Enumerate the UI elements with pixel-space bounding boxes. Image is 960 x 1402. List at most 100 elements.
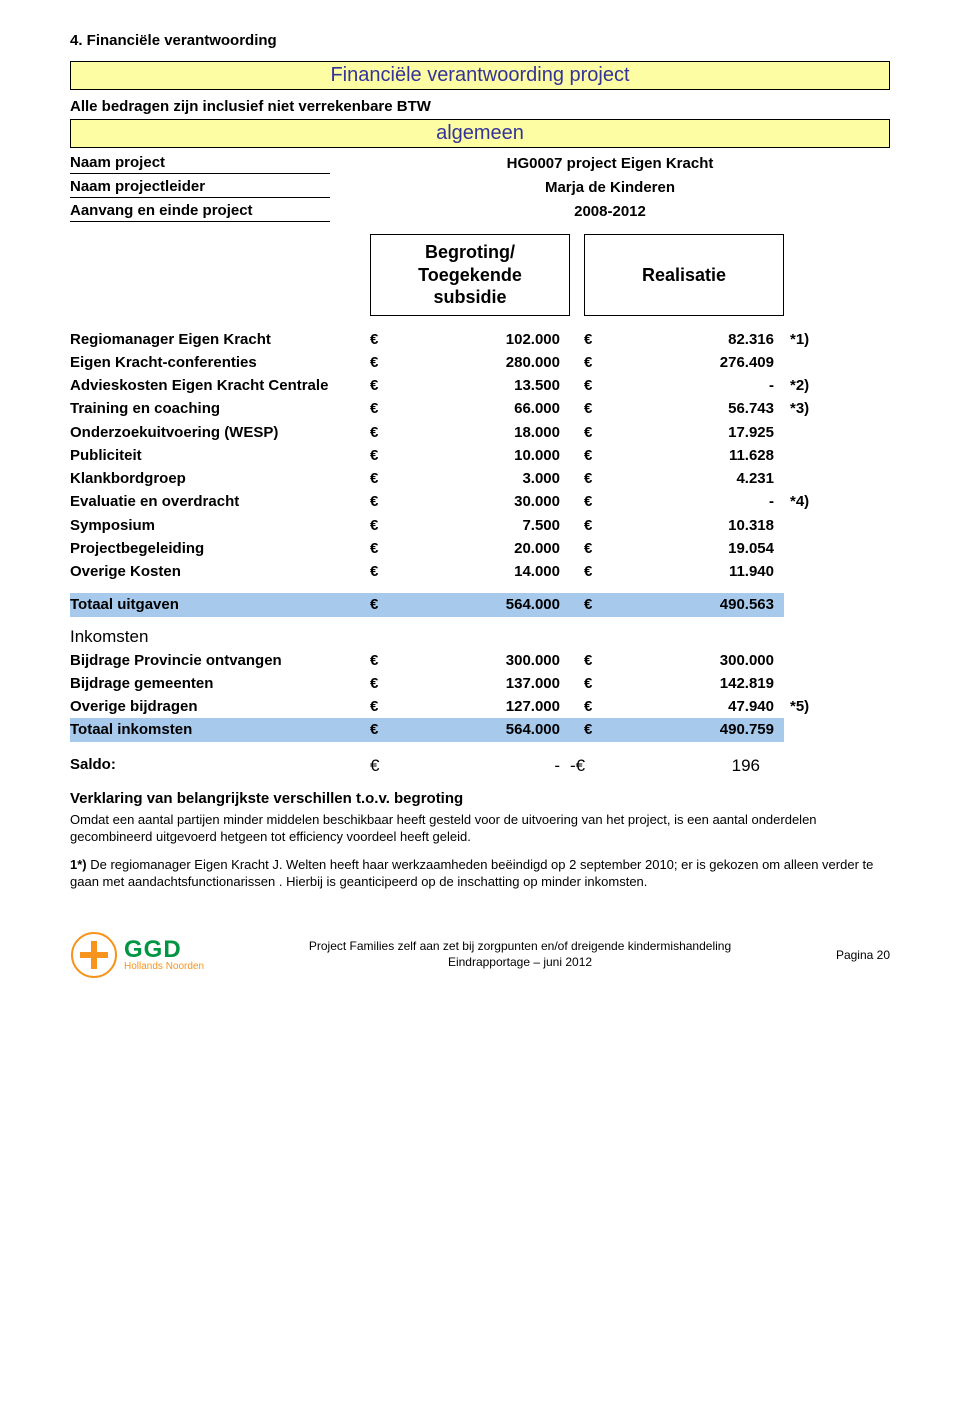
table-row: Eigen Kracht-conferenties€280.000€276.40…	[70, 351, 890, 374]
table-row: Bijdrage Provincie ontvangen€300.000€300…	[70, 649, 890, 672]
meta-label: Naam project	[70, 154, 330, 174]
currency-symbol: €	[584, 560, 604, 583]
row-gap	[570, 695, 584, 718]
saldo-row: Saldo: € - -€ 196	[70, 756, 890, 776]
ggd-region: Hollands Noorden	[124, 962, 204, 972]
table-row: Publiciteit€10.000€11.628	[70, 444, 890, 467]
page: 4. Financiële verantwoording Financiële …	[0, 0, 960, 921]
row-begroting: 137.000	[390, 672, 570, 695]
currency-symbol: €	[370, 756, 390, 776]
row-realisatie: 17.925	[604, 421, 784, 444]
row-gap	[570, 328, 584, 351]
row-gap	[570, 444, 584, 467]
currency-symbol: €	[370, 467, 390, 490]
row-label: Bijdrage Provincie ontvangen	[70, 649, 370, 672]
footer-left: GGD Hollands Noorden	[70, 931, 204, 979]
currency-symbol: €	[584, 695, 604, 718]
row-label: Bijdrage gemeenten	[70, 672, 370, 695]
banner-algemeen: algemeen	[70, 119, 890, 148]
currency-symbol: €	[584, 672, 604, 695]
currency-symbol: €	[584, 374, 604, 397]
row-note	[784, 444, 824, 467]
currency-symbol: €	[584, 649, 604, 672]
currency-symbol: €	[584, 490, 604, 513]
row-begroting: 564.000	[390, 718, 570, 741]
currency-symbol: €	[370, 593, 390, 616]
meta-label: Aanvang en einde project	[70, 202, 330, 222]
row-note	[784, 514, 824, 537]
row-gap	[570, 421, 584, 444]
row-begroting: 127.000	[390, 695, 570, 718]
meta-row: Aanvang en einde project 2008-2012	[70, 202, 890, 222]
row-gap	[570, 593, 584, 616]
row-note	[784, 649, 824, 672]
row-label: Eigen Kracht-conferenties	[70, 351, 370, 374]
table-row: Overige Kosten€14.000€11.940	[70, 560, 890, 583]
table-row: Symposium€7.500€10.318	[70, 514, 890, 537]
row-realisatie: 11.940	[604, 560, 784, 583]
row-note: *5)	[784, 695, 824, 718]
row-label: Publiciteit	[70, 444, 370, 467]
header-spacer	[70, 234, 370, 316]
row-gap	[570, 560, 584, 583]
table-row: Regiomanager Eigen Kracht€102.000€82.316…	[70, 328, 890, 351]
meta-row: Naam projectleider Marja de Kinderen	[70, 178, 890, 198]
row-begroting: 102.000	[390, 328, 570, 351]
footer-line2: Eindrapportage – juni 2012	[212, 955, 828, 971]
currency-symbol: €	[584, 514, 604, 537]
row-note	[784, 421, 824, 444]
currency-symbol: €	[370, 374, 390, 397]
table-row: Klankbordgroep€3.000€4.231	[70, 467, 890, 490]
table-row: Advieskosten Eigen Kracht Centrale€13.50…	[70, 374, 890, 397]
footer-page-number: Pagina 20	[836, 948, 890, 962]
meta-row: Naam project HG0007 project Eigen Kracht	[70, 154, 890, 174]
inkomsten-title: Inkomsten	[70, 627, 890, 647]
row-gap	[570, 672, 584, 695]
row-label: Symposium	[70, 514, 370, 537]
row-begroting: 14.000	[390, 560, 570, 583]
currency-symbol: €	[370, 444, 390, 467]
row-begroting: 7.500	[390, 514, 570, 537]
table-row: Evaluatie en overdracht€30.000€-*4)	[70, 490, 890, 513]
ggd-logo-icon	[70, 931, 118, 979]
saldo-begroting: -	[390, 756, 570, 776]
row-realisatie: -	[604, 490, 784, 513]
row-note	[784, 560, 824, 583]
currency-symbol: €	[370, 718, 390, 741]
row-begroting: 300.000	[390, 649, 570, 672]
explain-text: De regiomanager Eigen Kracht J. Welten h…	[70, 857, 873, 890]
currency-symbol: €	[584, 467, 604, 490]
currency-symbol: €	[370, 695, 390, 718]
currency-symbol: €	[370, 421, 390, 444]
ggd-text: GGD Hollands Noorden	[124, 938, 204, 972]
row-begroting: 564.000	[390, 593, 570, 616]
meta-label: Naam projectleider	[70, 178, 330, 198]
row-gap	[570, 490, 584, 513]
currency-symbol: €	[370, 649, 390, 672]
table-row: Onderzoekuitvoering (WESP)€18.000€17.925	[70, 421, 890, 444]
totaal-uitgaven-row: Totaal uitgaven € 564.000 € 490.563	[70, 593, 890, 616]
banner-main: Financiële verantwoording project	[70, 61, 890, 90]
row-note: *1)	[784, 328, 824, 351]
header-realisatie: Realisatie	[584, 234, 784, 316]
row-gap	[570, 537, 584, 560]
currency-symbol: €	[584, 593, 604, 616]
currency-symbol: €	[370, 672, 390, 695]
row-label: Projectbegeleiding	[70, 537, 370, 560]
row-label: Totaal inkomsten	[70, 718, 370, 741]
table-row: Overige bijdragen€127.000€47.940*5)	[70, 695, 890, 718]
row-begroting: 13.500	[390, 374, 570, 397]
row-realisatie: 56.743	[604, 397, 784, 420]
explain-title: Verklaring van belangrijkste verschillen…	[70, 790, 890, 807]
meta-value: HG0007 project Eigen Kracht	[330, 155, 890, 174]
row-gap	[570, 374, 584, 397]
saldo-realisatie: 196	[600, 756, 770, 776]
currency-prefix: -€	[570, 756, 600, 776]
row-realisatie: 490.563	[604, 593, 784, 616]
row-label: Evaluatie en overdracht	[70, 490, 370, 513]
row-begroting: 20.000	[390, 537, 570, 560]
row-gap	[570, 514, 584, 537]
footer-center: Project Families zelf aan zet bij zorgpu…	[204, 939, 836, 970]
row-label: Advieskosten Eigen Kracht Centrale	[70, 374, 370, 397]
row-gap	[570, 351, 584, 374]
